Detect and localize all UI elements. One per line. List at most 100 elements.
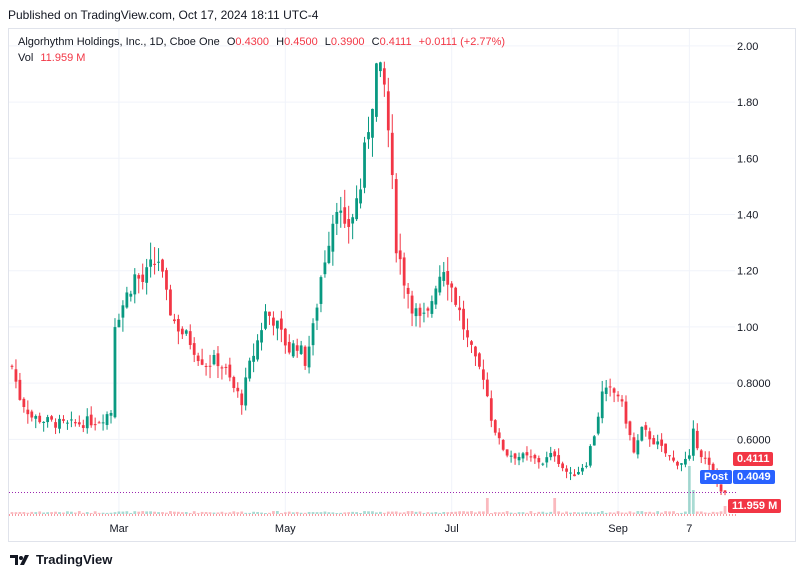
volume-bar: [541, 511, 545, 514]
chart-frame: [8, 28, 796, 542]
candle-body: [474, 346, 477, 357]
volume-bar: [450, 511, 454, 514]
volume-bar: [196, 512, 200, 514]
volume-bar: [117, 511, 121, 514]
candle-body: [596, 416, 600, 434]
volume-bar: [537, 511, 541, 514]
volume-bar: [553, 498, 557, 514]
volume-bar: [343, 512, 347, 514]
volume-bar: [592, 512, 596, 514]
volume-bar: [418, 511, 422, 514]
candle-body: [485, 379, 489, 397]
volume-bar: [93, 511, 97, 514]
candle-body: [58, 418, 61, 429]
volume-bar: [604, 512, 608, 514]
last-price-badge: 0.4111: [733, 452, 774, 466]
volume-bar: [331, 512, 335, 514]
candle-body: [272, 317, 275, 326]
volume-bar: [521, 512, 525, 514]
volume-bar: [612, 512, 616, 514]
volume-bar: [46, 512, 50, 514]
volume-bar: [363, 511, 366, 514]
volume-bar: [596, 512, 600, 514]
volume-bar: [470, 511, 473, 514]
volume-bar: [180, 512, 184, 514]
volume-bar: [458, 511, 461, 514]
candle-body: [50, 416, 53, 420]
close-label: C: [371, 36, 380, 48]
volume-bar: [569, 512, 572, 514]
candle-body: [624, 401, 628, 424]
candle-body: [402, 257, 406, 286]
volume-bar: [169, 511, 172, 514]
volume-bar: [252, 511, 256, 514]
volume-bar: [668, 511, 671, 514]
volume-bar: [434, 512, 438, 514]
volume-bar: [414, 511, 418, 514]
volume-bar: [113, 512, 117, 514]
candle-body: [644, 425, 648, 430]
candle-body: [553, 451, 557, 457]
candle-body: [153, 263, 156, 265]
candle-body: [442, 272, 446, 281]
volume-bar: [672, 511, 675, 514]
volume-bar: [34, 512, 38, 514]
volume-bar: [533, 512, 537, 514]
close-value: 0.4111: [379, 36, 412, 48]
volume-bar: [70, 511, 73, 514]
candle-body: [180, 328, 184, 335]
volume-bar: [224, 512, 228, 514]
open-label: O: [226, 36, 236, 48]
volume-bar: [406, 511, 410, 514]
volume-bar: [232, 511, 236, 514]
volume-bar: [347, 512, 351, 514]
volume-bar: [291, 512, 295, 514]
symbol-title[interactable]: Algorhythm Holdings, Inc., 1D, Cboe One: [18, 36, 220, 48]
volume-bar: [276, 511, 279, 514]
candle-body: [105, 414, 109, 425]
tradingview-brand[interactable]: TradingView: [10, 552, 112, 567]
candle-body: [268, 311, 271, 316]
candle-body: [719, 484, 723, 492]
volume-bar: [315, 512, 319, 514]
candle-body: [557, 455, 561, 464]
volume-bar: [680, 512, 683, 514]
volume-bar: [600, 511, 604, 514]
volume-bar: [184, 512, 188, 514]
candle-body: [691, 428, 695, 456]
candle-body: [30, 411, 34, 418]
candle-body: [668, 455, 671, 457]
volume-badge: 11.959 M: [728, 499, 782, 513]
volume-bar: [204, 512, 208, 514]
x-tick-label: Mar: [109, 523, 128, 535]
volume-bar: [121, 511, 125, 514]
volume-bar: [438, 512, 442, 514]
candle-body: [141, 274, 145, 282]
candle-body: [42, 421, 46, 423]
candle-body: [592, 436, 596, 446]
volume-bar: [228, 512, 232, 514]
candle-body: [549, 452, 553, 458]
volume-bar: [481, 511, 485, 514]
candle-body: [656, 441, 660, 445]
candle-body: [371, 108, 374, 138]
volume-bar: [367, 511, 370, 514]
volume-bar: [359, 512, 362, 514]
candle-body: [303, 346, 307, 366]
y-tick-label: 1.00: [737, 322, 758, 334]
candlestick-chart[interactable]: 2.00 1.80 1.60 1.40 1.20 1.00 0.8000 0.6000 Mar M…: [9, 29, 796, 541]
candle-body: [711, 463, 715, 474]
candle-body: [129, 293, 133, 297]
candle-body: [70, 419, 73, 421]
candle-body: [335, 211, 339, 224]
candle-body: [256, 340, 259, 360]
candle-body: [680, 463, 683, 465]
candle-body: [620, 399, 624, 402]
x-tick-label: May: [275, 523, 296, 535]
volume-bar: [105, 512, 109, 514]
candle-body: [703, 457, 707, 459]
candle-body: [149, 259, 153, 267]
volume-bar: [628, 511, 632, 514]
volume-bar: [699, 511, 703, 514]
candle-body: [157, 261, 160, 263]
